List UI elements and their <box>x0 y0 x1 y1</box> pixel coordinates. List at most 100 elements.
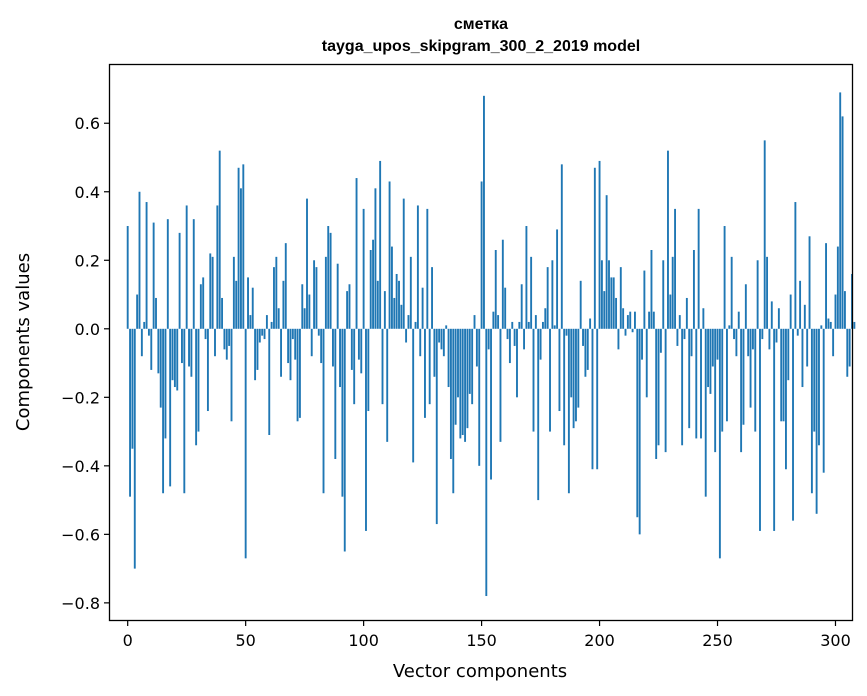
bar <box>133 328 136 569</box>
bar <box>577 328 580 408</box>
bar <box>251 287 254 329</box>
bar <box>610 277 613 329</box>
x-tick-label: 200 <box>584 631 615 650</box>
bar <box>638 328 641 535</box>
bar <box>221 297 224 329</box>
bar <box>480 181 483 329</box>
bar <box>655 328 658 459</box>
bar <box>551 260 554 329</box>
bar <box>558 328 561 412</box>
bar <box>332 328 334 367</box>
bar <box>136 294 139 329</box>
bar <box>721 328 724 432</box>
bar <box>473 315 476 329</box>
bar <box>449 328 452 459</box>
bar <box>169 328 172 487</box>
bar <box>785 328 787 470</box>
bar <box>582 328 584 346</box>
bar <box>704 328 707 497</box>
bar <box>659 328 662 353</box>
bar <box>657 328 660 446</box>
bar <box>565 328 568 336</box>
bar <box>452 328 455 494</box>
bar <box>244 328 247 559</box>
bar <box>763 140 766 329</box>
bar <box>643 270 646 329</box>
x-tick-label: 250 <box>702 631 733 650</box>
bar <box>747 328 750 357</box>
bar <box>202 277 205 329</box>
bar <box>612 277 615 329</box>
bar <box>766 256 769 329</box>
bar <box>537 328 540 501</box>
bar <box>195 328 198 446</box>
bar <box>626 315 629 329</box>
bar <box>631 328 634 333</box>
bar <box>563 328 566 446</box>
bar <box>376 280 379 329</box>
bar <box>839 92 842 329</box>
bar <box>676 328 679 346</box>
bar <box>671 256 674 329</box>
bar <box>407 315 410 329</box>
bar <box>836 246 839 329</box>
bar <box>310 328 313 357</box>
bar <box>615 297 618 329</box>
x-axis-ticks: 0 50 100 150 200 250 300 <box>123 620 851 650</box>
bar <box>619 267 622 329</box>
y-tick-label: −0.4 <box>61 457 100 476</box>
bar <box>414 321 417 329</box>
y-tick-label: −0.2 <box>61 388 100 407</box>
bar <box>634 311 636 329</box>
bar <box>199 284 202 329</box>
bar <box>556 229 559 329</box>
bar <box>447 328 450 388</box>
bar <box>320 328 323 364</box>
bar <box>258 328 261 343</box>
bar <box>157 328 160 374</box>
bar <box>730 256 733 329</box>
bar <box>794 202 797 329</box>
bar <box>726 328 728 422</box>
bar <box>728 325 731 329</box>
bar <box>225 328 228 360</box>
bar <box>596 328 599 470</box>
x-tick-label: 100 <box>348 631 379 650</box>
bar <box>756 260 759 329</box>
y-tick-label: −0.8 <box>61 594 100 613</box>
bar <box>591 328 594 470</box>
bar <box>301 284 304 329</box>
bar <box>796 328 799 336</box>
bar <box>650 250 653 329</box>
bar <box>815 328 818 514</box>
bar <box>813 328 816 432</box>
bar <box>298 328 301 418</box>
chart-title: сметка <box>454 16 508 33</box>
bar <box>143 321 146 329</box>
bar <box>567 328 570 494</box>
bar <box>485 328 488 597</box>
bar <box>641 328 643 360</box>
bar <box>242 164 245 329</box>
bar <box>511 321 514 329</box>
bar <box>204 328 207 340</box>
bar <box>346 291 349 329</box>
bar <box>499 328 502 442</box>
bar <box>617 328 620 350</box>
bar <box>685 297 688 329</box>
x-tick-label: 50 <box>235 631 255 650</box>
bar <box>740 328 743 453</box>
bar <box>277 308 280 329</box>
bar <box>339 328 341 388</box>
bar <box>256 328 259 370</box>
bar <box>622 308 625 329</box>
bar <box>608 260 610 329</box>
bar <box>365 328 367 531</box>
bars-group <box>126 92 856 597</box>
bar <box>648 311 651 329</box>
bar <box>268 328 271 435</box>
bar <box>789 294 792 329</box>
bar <box>718 328 721 559</box>
bar <box>412 328 415 463</box>
bar <box>841 116 844 329</box>
